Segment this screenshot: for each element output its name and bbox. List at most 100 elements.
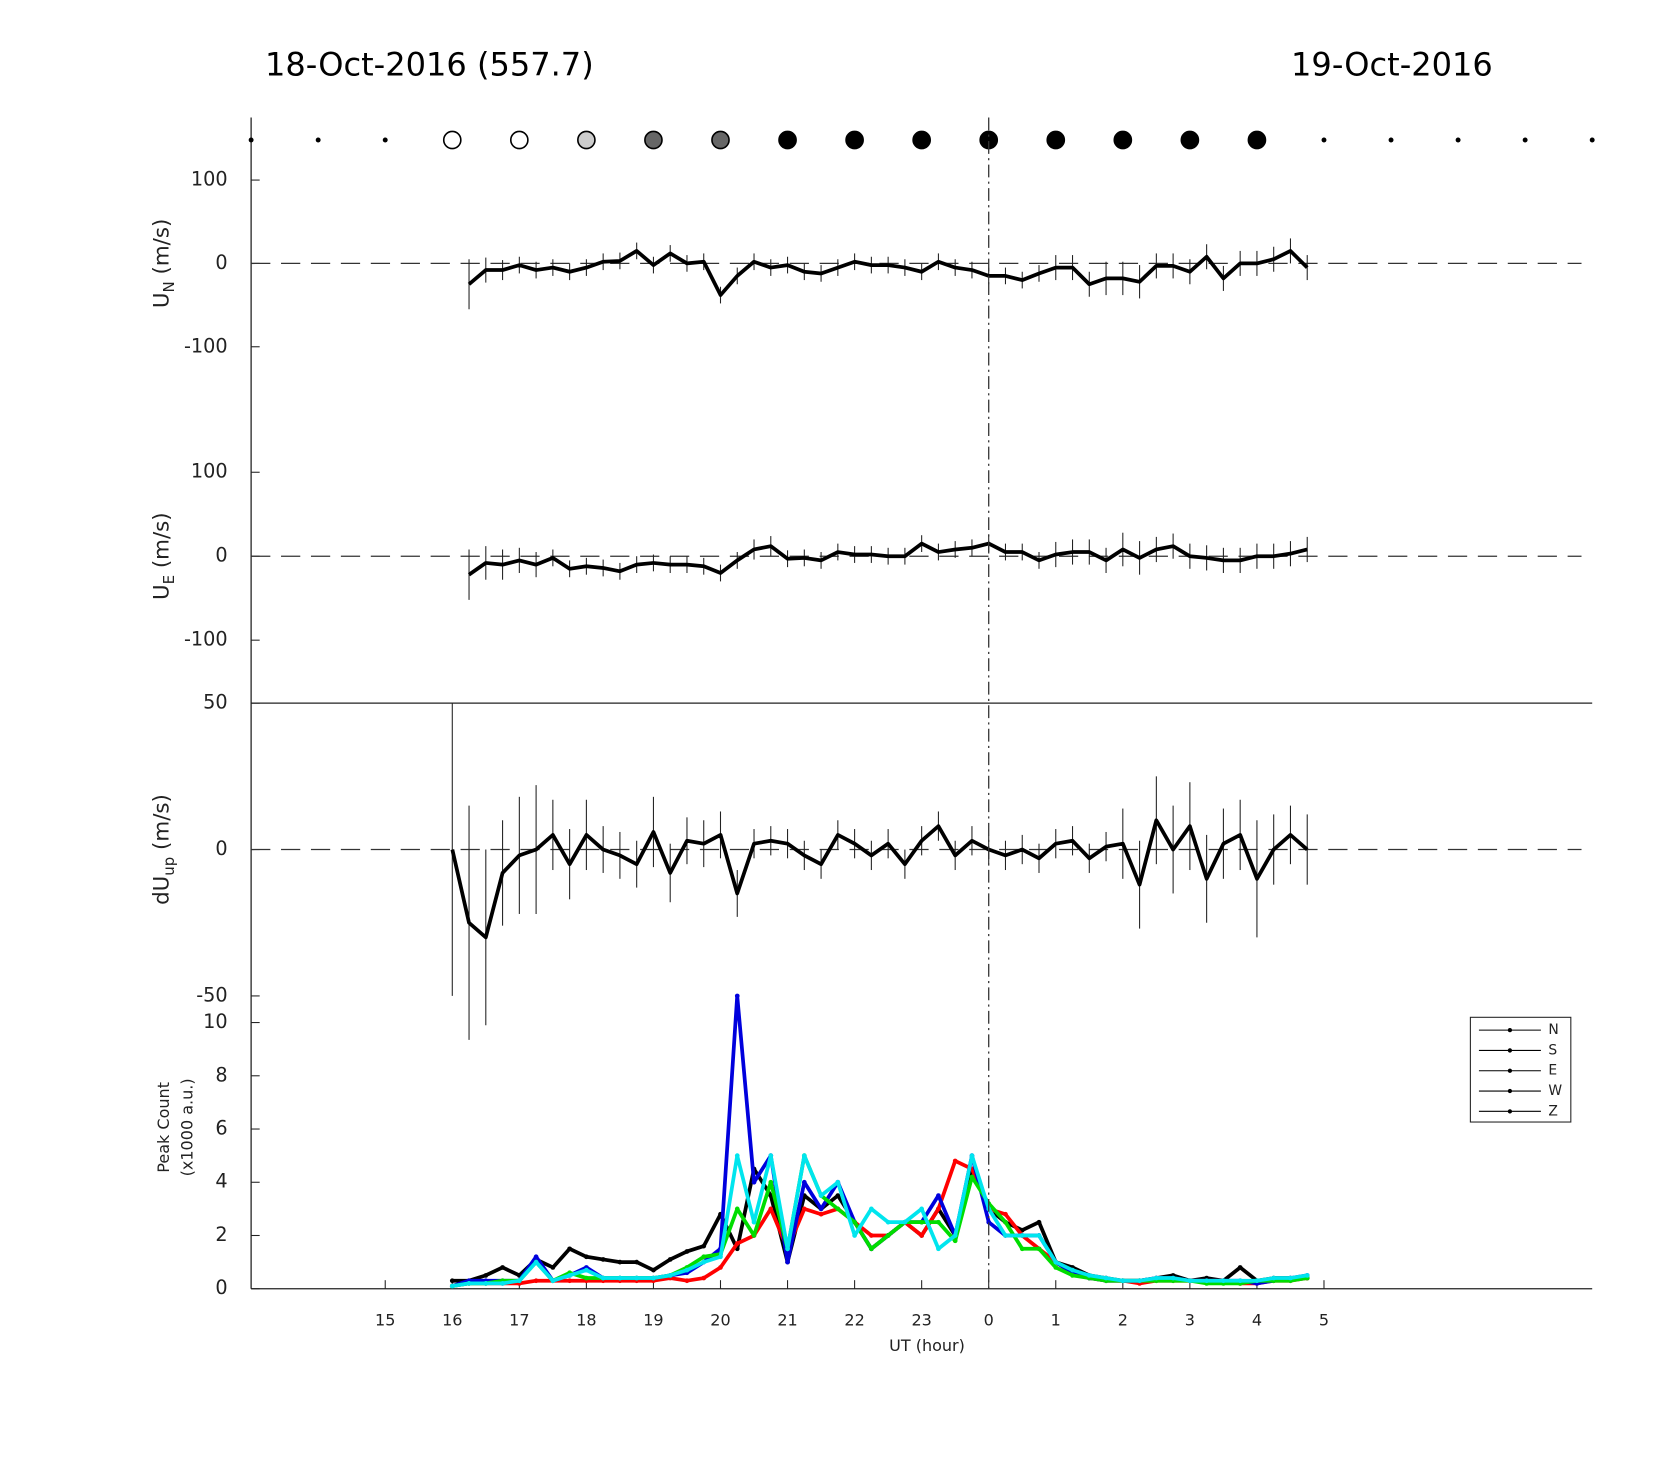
data-point xyxy=(684,1267,690,1273)
sky-marker xyxy=(711,130,730,150)
data-point xyxy=(701,1259,707,1265)
data-point xyxy=(936,1193,941,1198)
data-point xyxy=(500,1281,505,1286)
data-point xyxy=(1170,1275,1176,1281)
legend-label: N xyxy=(1548,1022,1558,1038)
y-tick-label: 6 xyxy=(215,1117,227,1140)
data-point xyxy=(1036,1233,1042,1238)
data-point xyxy=(801,1179,807,1185)
x-tick-label: 18 xyxy=(576,1310,596,1329)
legend-label: E xyxy=(1548,1063,1557,1079)
sky-marker xyxy=(442,130,462,150)
data-point xyxy=(768,1179,774,1185)
sky-marker xyxy=(1247,130,1267,150)
data-point xyxy=(483,1273,489,1278)
data-point xyxy=(1237,1278,1243,1284)
data-point xyxy=(684,1278,690,1284)
legend-box xyxy=(1469,1016,1572,1123)
data-point xyxy=(500,1265,505,1270)
y-label-sub: up xyxy=(159,857,177,876)
data-point xyxy=(1036,1246,1042,1252)
x-axis-label: UT (hour) xyxy=(889,1336,965,1355)
data-point xyxy=(751,1219,757,1225)
sky-marker xyxy=(248,137,254,143)
sky-marker xyxy=(644,130,663,150)
data-point xyxy=(667,1273,673,1278)
data-line xyxy=(467,249,1309,297)
data-point xyxy=(869,1206,874,1212)
data-point xyxy=(852,1219,857,1225)
legend-dot xyxy=(1507,1109,1513,1114)
y-tick-label: 50 xyxy=(203,691,227,714)
data-point xyxy=(919,1219,925,1225)
data-line xyxy=(467,541,1308,577)
x-tick-label: 17 xyxy=(509,1310,529,1329)
data-point xyxy=(919,1233,925,1238)
data-point xyxy=(516,1278,522,1284)
data-point xyxy=(718,1265,723,1270)
data-point xyxy=(936,1219,941,1225)
data-point xyxy=(701,1275,707,1281)
data-point xyxy=(835,1179,841,1185)
sky-marker xyxy=(577,130,596,150)
data-line xyxy=(452,1167,1308,1283)
sky-marker xyxy=(778,130,797,150)
y-axis-label: (x1000 a.u.) xyxy=(178,1078,197,1176)
data-point xyxy=(768,1206,774,1212)
data-point xyxy=(1019,1233,1025,1238)
x-tick-label: 3 xyxy=(1185,1310,1195,1329)
data-point xyxy=(1003,1211,1008,1217)
data-point xyxy=(617,1259,623,1265)
legend-label: S xyxy=(1548,1042,1557,1058)
x-tick-label: 0 xyxy=(984,1310,994,1329)
data-point xyxy=(1053,1259,1059,1265)
data-point xyxy=(684,1249,690,1254)
data-point xyxy=(835,1193,841,1198)
y-label-main: U xyxy=(149,584,174,600)
sky-marker xyxy=(1046,130,1066,150)
y-tick-label: 4 xyxy=(215,1170,227,1193)
data-point xyxy=(449,1283,455,1289)
data-point xyxy=(818,1211,824,1217)
data-point xyxy=(869,1246,874,1252)
data-point xyxy=(952,1238,958,1244)
data-point xyxy=(1254,1278,1260,1284)
legend-dot xyxy=(1507,1027,1513,1033)
y-tick-label: -100 xyxy=(184,628,228,651)
data-point xyxy=(969,1174,975,1180)
data-point xyxy=(1221,1278,1226,1284)
sky-marker xyxy=(1321,137,1327,143)
data-point xyxy=(936,1246,941,1252)
data-point xyxy=(466,1281,472,1286)
data-point xyxy=(818,1206,824,1212)
data-point xyxy=(1003,1219,1008,1225)
data-point xyxy=(701,1243,707,1249)
data-point xyxy=(567,1273,572,1278)
data-point xyxy=(869,1233,874,1238)
y-label-sub: E xyxy=(159,575,177,584)
sky-marker xyxy=(509,130,529,150)
data-point xyxy=(885,1219,891,1225)
data-point xyxy=(533,1278,539,1284)
sky-marker xyxy=(845,130,864,150)
data-point xyxy=(1288,1275,1293,1281)
data-point xyxy=(1304,1273,1310,1278)
data-point xyxy=(634,1275,640,1281)
x-tick-label: 4 xyxy=(1252,1310,1262,1329)
data-point xyxy=(902,1219,908,1225)
legend-label: Z xyxy=(1548,1103,1558,1119)
sky-marker xyxy=(1589,137,1595,143)
data-point xyxy=(1103,1275,1109,1281)
data-point xyxy=(751,1179,757,1185)
title-right: 19-Oct-2016 xyxy=(1291,45,1493,83)
x-tick-label: 23 xyxy=(911,1310,931,1329)
data-point xyxy=(584,1254,589,1260)
data-point xyxy=(734,1241,740,1246)
data-point xyxy=(550,1278,556,1284)
data-point xyxy=(617,1275,623,1281)
data-point xyxy=(567,1246,572,1252)
sky-marker xyxy=(382,137,388,143)
data-point xyxy=(734,993,740,999)
data-point xyxy=(919,1206,925,1212)
data-point xyxy=(1153,1275,1159,1281)
